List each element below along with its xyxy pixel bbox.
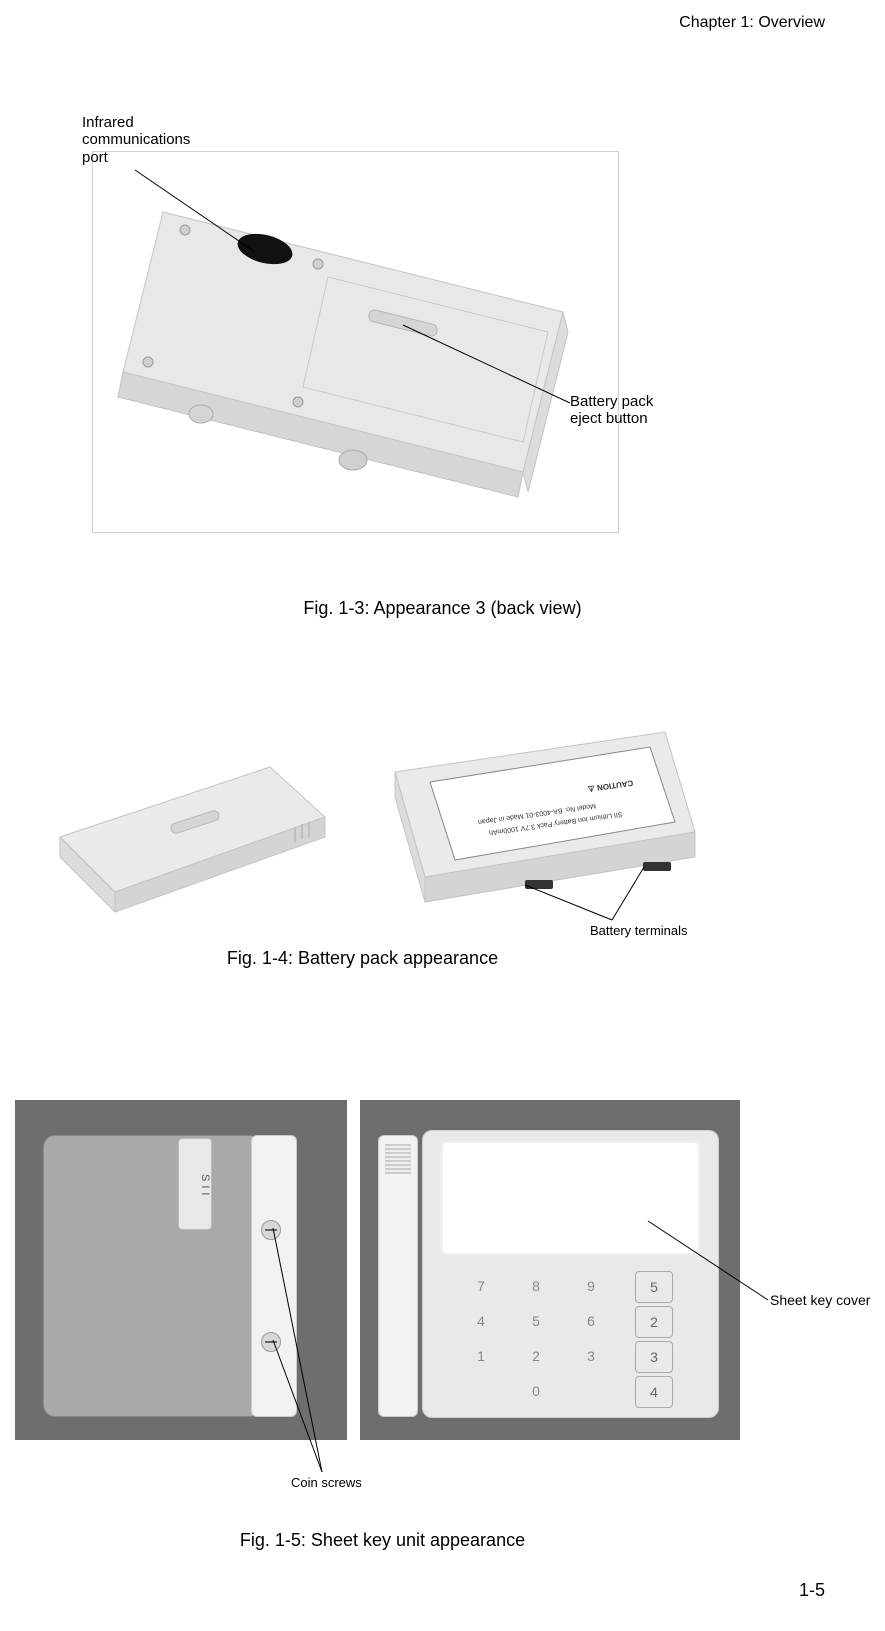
fig14-battery-left [30,717,350,937]
key-b1: 5 [635,1271,673,1303]
keypad-display [443,1143,698,1253]
callout-battery-terminals: Battery terminals [590,923,688,938]
key-0: 0 [518,1376,554,1406]
key-1: 1 [463,1341,499,1371]
key-2: 2 [518,1341,554,1371]
callout-sheet-key-cover: Sheet key cover [770,1292,870,1308]
keypad: 7 8 9 5 4 5 6 2 1 2 3 3 0 4 [422,1130,719,1418]
fig14-battery-right: SII Lithium Ion Battery Pack 3.7V 1000mA… [365,712,725,942]
sii-logo: SII [178,1138,212,1230]
key-4: 4 [463,1306,499,1336]
fig15-caption: Fig. 1-5: Sheet key unit appearance [0,1530,825,1551]
fig14-caption: Fig. 1-4: Battery pack appearance [0,948,805,969]
key-5: 5 [518,1306,554,1336]
callout-ir-port: Infrared communications port [82,114,190,166]
key-b4: 4 [635,1376,673,1408]
key-b3: 3 [635,1341,673,1373]
fig13-device-svg [93,152,618,532]
fig13-frame [92,151,619,533]
key-b2: 2 [635,1306,673,1338]
page-number: 1-5 [799,1580,825,1601]
key-8: 8 [518,1271,554,1301]
spine-right [378,1135,418,1417]
chapter-header: Chapter 1: Overview [679,14,825,32]
spine-left [251,1135,297,1417]
coin-screw-2 [261,1332,281,1352]
key-6: 6 [573,1306,609,1336]
key-7: 7 [463,1271,499,1301]
fig13-caption: Fig. 1-3: Appearance 3 (back view) [0,598,885,619]
fig15-left-panel: SII [15,1100,347,1440]
callout-eject: Battery pack eject button [570,393,653,428]
fig14-area: SII Lithium Ion Battery Pack 3.7V 1000mA… [15,712,865,972]
page: Chapter 1: Overview In [0,0,885,1631]
fig15-area: SII 7 8 9 5 4 5 6 2 [15,1100,875,1470]
coin-screw-1 [261,1220,281,1240]
sheet-key-cover-back [43,1135,261,1417]
fig15-right-panel: 7 8 9 5 4 5 6 2 1 2 3 3 0 4 [360,1100,740,1440]
key-3: 3 [573,1341,609,1371]
callout-coin-screws: Coin screws [291,1475,362,1490]
key-9: 9 [573,1271,609,1301]
